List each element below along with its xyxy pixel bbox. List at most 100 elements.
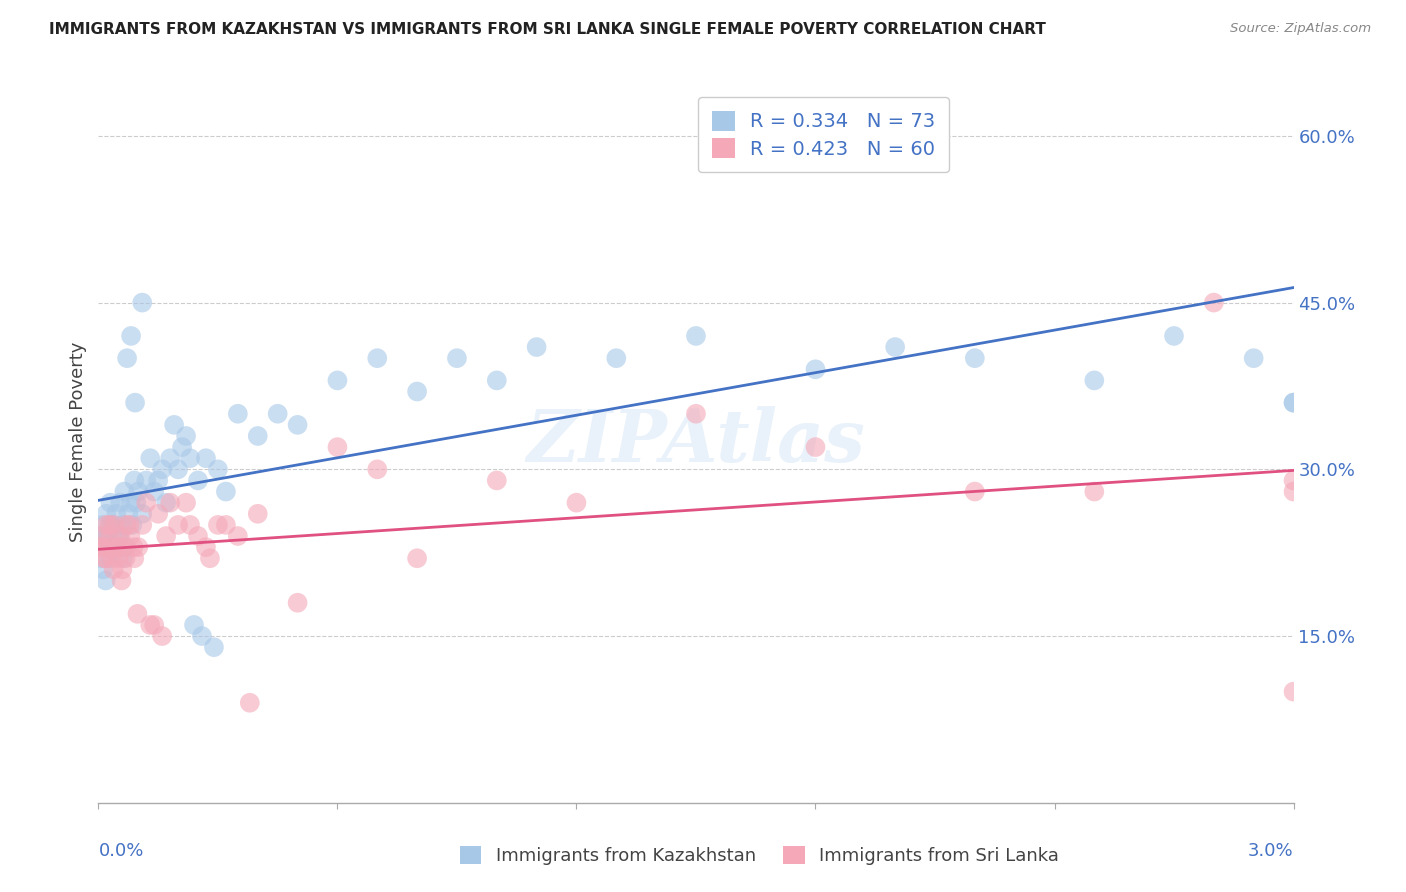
- Point: [97, 540, 120, 554]
- Point: [122, 540, 145, 554]
- Point: [131, 295, 153, 310]
- Point: [96, 507, 118, 521]
- Point: [96, 517, 118, 532]
- Point: [195, 540, 218, 554]
- Point: [446, 351, 468, 366]
- Point: [183, 618, 205, 632]
- Point: [246, 507, 269, 521]
- Point: [90, 551, 112, 566]
- Point: [93, 551, 115, 566]
- Point: [148, 507, 170, 521]
- Point: [1282, 484, 1305, 499]
- Point: [120, 329, 142, 343]
- Point: [110, 529, 132, 543]
- Point: [187, 474, 209, 488]
- Point: [118, 517, 141, 532]
- Point: [110, 496, 132, 510]
- Point: [191, 629, 214, 643]
- Point: [804, 440, 827, 454]
- Point: [103, 540, 125, 554]
- Point: [148, 474, 170, 488]
- Point: [366, 351, 388, 366]
- Point: [112, 551, 135, 566]
- Point: [215, 484, 238, 499]
- Point: [98, 529, 122, 543]
- Point: [107, 529, 129, 543]
- Point: [97, 529, 120, 543]
- Text: IMMIGRANTS FROM KAZAKHSTAN VS IMMIGRANTS FROM SRI LANKA SINGLE FEMALE POVERTY CO: IMMIGRANTS FROM KAZAKHSTAN VS IMMIGRANTS…: [49, 22, 1046, 37]
- Point: [406, 551, 429, 566]
- Point: [179, 451, 201, 466]
- Point: [198, 551, 221, 566]
- Point: [115, 351, 138, 366]
- Point: [267, 407, 290, 421]
- Point: [1282, 395, 1305, 409]
- Point: [124, 395, 146, 409]
- Point: [108, 529, 131, 543]
- Point: [103, 517, 125, 532]
- Point: [101, 517, 124, 532]
- Point: [91, 517, 114, 532]
- Point: [1282, 684, 1305, 698]
- Point: [215, 517, 238, 532]
- Point: [93, 540, 115, 554]
- Point: [1083, 373, 1105, 387]
- Point: [179, 517, 201, 532]
- Point: [135, 474, 157, 488]
- Point: [112, 540, 135, 554]
- Point: [174, 496, 197, 510]
- Point: [143, 484, 166, 499]
- Point: [1243, 351, 1265, 366]
- Point: [100, 517, 122, 532]
- Point: [207, 462, 229, 476]
- Point: [107, 540, 129, 554]
- Point: [1202, 295, 1225, 310]
- Point: [239, 696, 262, 710]
- Point: [120, 529, 142, 543]
- Point: [121, 517, 143, 532]
- Point: [246, 429, 269, 443]
- Point: [143, 618, 166, 632]
- Point: [326, 440, 349, 454]
- Point: [150, 462, 173, 476]
- Legend: Immigrants from Kazakhstan, Immigrants from Sri Lanka: Immigrants from Kazakhstan, Immigrants f…: [450, 837, 1069, 874]
- Point: [124, 474, 146, 488]
- Point: [287, 596, 309, 610]
- Point: [115, 540, 138, 554]
- Point: [226, 529, 249, 543]
- Point: [187, 529, 209, 543]
- Point: [685, 329, 707, 343]
- Point: [155, 529, 177, 543]
- Y-axis label: Single Female Poverty: Single Female Poverty: [69, 342, 87, 541]
- Point: [120, 496, 142, 510]
- Point: [167, 517, 190, 532]
- Point: [159, 451, 181, 466]
- Point: [172, 440, 194, 454]
- Point: [89, 529, 111, 543]
- Point: [202, 640, 225, 655]
- Point: [207, 517, 229, 532]
- Text: 3.0%: 3.0%: [1249, 842, 1294, 860]
- Point: [131, 517, 153, 532]
- Point: [117, 507, 139, 521]
- Point: [127, 607, 149, 621]
- Point: [105, 507, 128, 521]
- Point: [685, 407, 707, 421]
- Point: [565, 496, 588, 510]
- Point: [159, 496, 181, 510]
- Point: [112, 484, 135, 499]
- Point: [98, 551, 121, 566]
- Point: [1322, 95, 1344, 110]
- Point: [127, 484, 149, 499]
- Point: [103, 562, 125, 576]
- Point: [150, 629, 173, 643]
- Point: [90, 540, 112, 554]
- Point: [406, 384, 429, 399]
- Point: [226, 407, 249, 421]
- Point: [107, 551, 129, 566]
- Point: [326, 373, 349, 387]
- Legend: R = 0.334   N = 73, R = 0.423   N = 60: R = 0.334 N = 73, R = 0.423 N = 60: [697, 97, 949, 172]
- Point: [89, 540, 111, 554]
- Point: [884, 340, 907, 354]
- Text: ZIPAtlas: ZIPAtlas: [527, 406, 865, 477]
